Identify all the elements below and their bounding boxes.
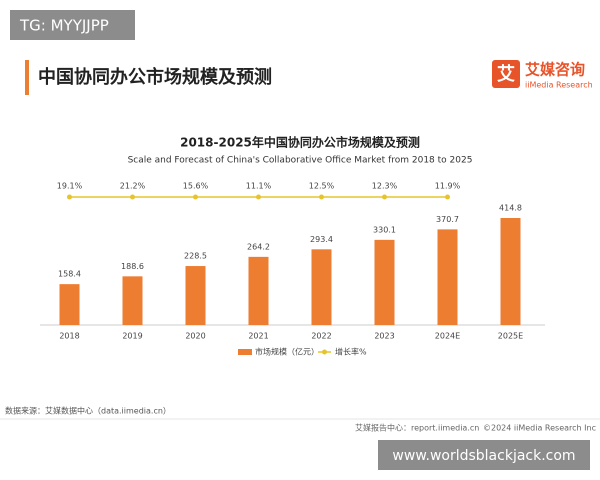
logo-cn: 艾媒咨询 xyxy=(525,61,585,79)
bar-label: 158.4 xyxy=(58,270,81,279)
legend-swatch xyxy=(238,349,252,355)
bar xyxy=(374,239,395,325)
logo-icon xyxy=(492,60,520,88)
chart-title: 2018-2025年中国协同办公市场规模及预测 xyxy=(180,135,420,150)
x-tick-label: 2022 xyxy=(311,332,331,341)
growth-dot xyxy=(256,194,261,200)
chart-subtitle: Scale and Forecast of China's Collaborat… xyxy=(128,156,473,166)
bar xyxy=(311,249,332,325)
bar-label: 414.8 xyxy=(499,204,522,213)
growth-label: 12.3% xyxy=(372,182,398,191)
bar-label: 330.1 xyxy=(373,225,396,234)
bar xyxy=(185,266,206,325)
legend-dot xyxy=(322,349,327,355)
bar xyxy=(500,218,521,325)
site: www.worldsblackjack.com xyxy=(392,448,575,464)
growth-label: 12.5% xyxy=(309,182,335,191)
bar xyxy=(248,256,269,325)
logo-en: iiMedia Research xyxy=(525,81,593,90)
growth-dot xyxy=(130,194,135,200)
bar xyxy=(59,284,80,325)
footer-copyright: ©2024 iiMedia Research Inc xyxy=(483,424,596,433)
source: 数据来源：艾媒数据中心（data.iimedia.cn） xyxy=(5,406,171,416)
bar xyxy=(437,229,458,325)
watermark: TG: MYYJJPP xyxy=(19,17,109,35)
title-accent xyxy=(25,60,29,95)
bar-label: 264.2 xyxy=(247,242,270,251)
growth-label: 19.1% xyxy=(57,182,83,191)
x-tick-label: 2018 xyxy=(59,332,79,341)
x-tick-label: 2023 xyxy=(374,332,394,341)
growth-label: 11.9% xyxy=(435,182,461,191)
legend-label: 增长率% xyxy=(335,347,367,357)
logo-icon-text: 艾 xyxy=(497,63,515,85)
x-tick-label: 2019 xyxy=(122,332,142,341)
bar-label: 293.4 xyxy=(310,235,333,244)
bar xyxy=(122,276,143,325)
growth-dot xyxy=(319,194,324,200)
footer-report: 艾媒报告中心：report.iimedia.cn xyxy=(355,423,479,433)
x-tick-label: 2021 xyxy=(248,332,268,341)
growth-label: 15.6% xyxy=(183,182,209,191)
header-title: 中国协同办公市场规模及预测 xyxy=(38,66,272,88)
growth-dot xyxy=(67,194,72,200)
growth-dot xyxy=(382,194,387,200)
x-tick-label: 2024E xyxy=(435,332,460,341)
x-tick-label: 2025E xyxy=(498,332,523,341)
growth-label: 11.1% xyxy=(246,182,272,191)
legend-label: 市场规模（亿元） xyxy=(255,347,319,357)
growth-dot xyxy=(445,194,450,200)
x-tick-label: 2020 xyxy=(185,332,205,341)
bar-label: 188.6 xyxy=(121,262,144,271)
site-box xyxy=(378,440,590,470)
bar-label: 228.5 xyxy=(184,252,207,261)
growth-label: 21.2% xyxy=(120,182,146,191)
growth-dot xyxy=(193,194,198,200)
bar-label: 370.7 xyxy=(436,215,459,224)
watermark-box xyxy=(10,10,135,40)
